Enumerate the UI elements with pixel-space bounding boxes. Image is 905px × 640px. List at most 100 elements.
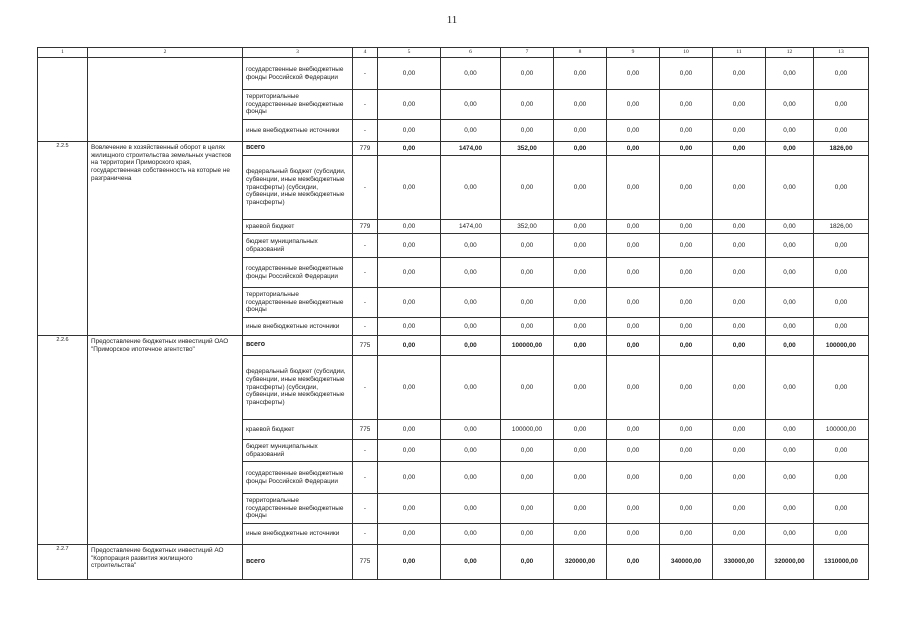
table-row: государственные внебюджетные фонды Росси… — [37, 57, 869, 142]
value-col-11: 0,00 — [712, 155, 766, 220]
table-row: бюджет муниципальных образований -0,00 0,0… — [38, 439, 869, 462]
value-col-5: 0,00 — [377, 287, 441, 318]
column-header-5: 5 — [377, 47, 441, 58]
value-col-5: 0,00 — [377, 355, 441, 420]
value-col-13: 0,00 — [813, 523, 869, 545]
value-col-13: 0,00 — [813, 287, 869, 318]
item-number: 2.2.5 — [37, 141, 88, 336]
value-col-5: 0,00 — [377, 219, 441, 234]
value-col-11: 0,00 — [712, 141, 766, 156]
value-col-7: 100000,00 — [500, 419, 554, 440]
funding-source: иные внебюджетные источники — [242, 119, 353, 142]
value-col-6: 0,00 — [440, 523, 501, 545]
item-name: Предоставление бюджетных инвестиций ОАО … — [87, 335, 243, 545]
value-col-11: 0,00 — [712, 419, 766, 440]
value-col-8: 0,00 — [553, 493, 607, 524]
value-col-11: 0,00 — [712, 219, 766, 234]
value-col-5: 0,00 — [377, 335, 441, 356]
value-col-11: 0,00 — [712, 335, 766, 356]
value-col-10: 0,00 — [659, 439, 713, 462]
value-col-13: 100000,00 — [813, 335, 869, 356]
funding-source: всего — [242, 335, 353, 356]
value-col-13: 1310000,00 — [813, 544, 869, 580]
value-col-9: 0,00 — [606, 119, 660, 142]
value-col-10: 0,00 — [659, 57, 713, 90]
value-col-9: 0,00 — [606, 89, 660, 120]
value-col-12: 0,00 — [765, 419, 814, 440]
value-col-11: 0,00 — [712, 355, 766, 420]
funding-source: территориальные государственные внебюдже… — [242, 89, 353, 120]
value-col-11: 0,00 — [712, 89, 766, 120]
budget-code: - — [352, 257, 378, 288]
value-col-8: 0,00 — [553, 257, 607, 288]
value-col-6: 0,00 — [440, 155, 501, 220]
column-header-9: 9 — [606, 47, 660, 58]
column-header-1: 1 — [37, 47, 88, 58]
budget-code: - — [352, 57, 378, 90]
funding-source: федеральный бюджет (субсидии, субвенции,… — [242, 355, 353, 420]
table-row: территориальные государственные внебюдже… — [38, 493, 869, 524]
value-col-8: 0,00 — [553, 461, 607, 494]
value-col-13: 0,00 — [813, 439, 869, 462]
value-col-5: 0,00 — [377, 439, 441, 462]
value-col-11: 0,00 — [712, 439, 766, 462]
value-col-8: 0,00 — [553, 119, 607, 142]
value-col-6: 0,00 — [440, 317, 501, 336]
column-header-6: 6 — [440, 47, 501, 58]
item-number: 2.2.7 — [37, 544, 88, 580]
funding-source: федеральный бюджет (субсидии, субвенции,… — [242, 155, 353, 220]
value-col-9: 0,00 — [606, 544, 660, 580]
budget-code: - — [352, 317, 378, 336]
value-col-6: 0,00 — [440, 461, 501, 494]
table-row: государственные внебюджетные фонды Росси… — [38, 257, 869, 288]
item-number — [37, 57, 88, 142]
value-col-6: 0,00 — [440, 493, 501, 524]
value-col-12: 0,00 — [765, 523, 814, 545]
value-col-13: 0,00 — [813, 355, 869, 420]
value-col-5: 0,00 — [377, 419, 441, 440]
value-col-7: 0,00 — [500, 89, 554, 120]
value-col-11: 0,00 — [712, 119, 766, 142]
value-col-9: 0,00 — [606, 355, 660, 420]
value-col-8: 0,00 — [553, 355, 607, 420]
value-col-9: 0,00 — [606, 493, 660, 524]
value-col-10: 0,00 — [659, 493, 713, 524]
value-col-13: 0,00 — [813, 119, 869, 142]
value-col-10: 0,00 — [659, 419, 713, 440]
value-col-13: 0,00 — [813, 461, 869, 494]
value-col-8: 0,00 — [553, 89, 607, 120]
table-row: бюджет муниципальных образований -0,00 0,0… — [38, 233, 869, 258]
value-col-8: 0,00 — [553, 141, 607, 156]
value-col-10: 0,00 — [659, 155, 713, 220]
value-col-7: 0,00 — [500, 355, 554, 420]
budget-code: - — [352, 233, 378, 258]
value-col-12: 0,00 — [765, 89, 814, 120]
table-row: 2.2.7 Предоставление бюджетных инвестиций… — [37, 544, 869, 580]
value-col-10: 0,00 — [659, 461, 713, 494]
column-header-7: 7 — [500, 47, 554, 58]
funding-source: всего — [242, 141, 353, 156]
value-col-9: 0,00 — [606, 257, 660, 288]
value-col-13: 0,00 — [813, 317, 869, 336]
table-row: 2.2.5 Вовлечение в хозяйственный оборот в… — [37, 141, 869, 336]
value-col-7: 0,00 — [500, 317, 554, 336]
value-col-10: 0,00 — [659, 335, 713, 356]
budget-code: - — [352, 155, 378, 220]
value-col-5: 0,00 — [377, 119, 441, 142]
value-col-6: 0,00 — [440, 544, 501, 580]
value-col-9: 0,00 — [606, 233, 660, 258]
value-col-7: 0,00 — [500, 461, 554, 494]
item-name — [87, 57, 243, 142]
value-col-5: 0,00 — [377, 544, 441, 580]
funding-source: иные внебюджетные источники — [242, 523, 353, 545]
value-col-13: 0,00 — [813, 257, 869, 288]
value-col-7: 0,00 — [500, 257, 554, 288]
value-col-7: 0,00 — [500, 439, 554, 462]
table-row: федеральный бюджет (субсидии, субвенции,… — [38, 355, 869, 420]
value-col-10: 0,00 — [659, 89, 713, 120]
value-col-6: 1474,00 — [440, 219, 501, 234]
value-col-7: 0,00 — [500, 155, 554, 220]
table-row: территориальные государственные внебюдже… — [38, 89, 869, 120]
value-col-5: 0,00 — [377, 523, 441, 545]
funding-source: краевой бюджет — [242, 419, 353, 440]
